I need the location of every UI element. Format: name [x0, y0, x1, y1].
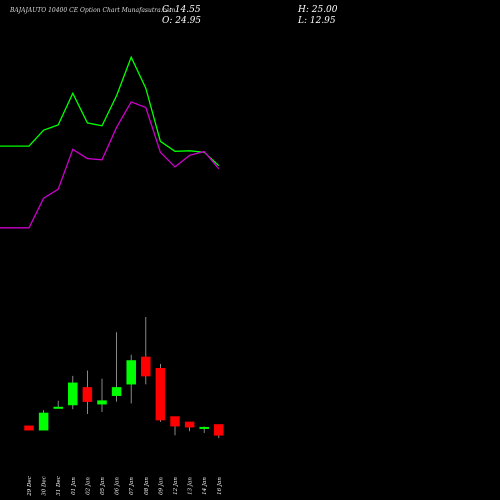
candle-08-jan	[141, 317, 151, 385]
x-tick-label: 06 Jan	[115, 477, 121, 495]
upper-band-line	[0, 55, 220, 167]
candle-body	[68, 382, 78, 406]
candle-07-jan	[126, 354, 136, 404]
x-tick-label: 31 Dec	[56, 476, 62, 496]
x-tick-label: 09 Jan	[158, 477, 164, 495]
candle-16-jan	[214, 424, 224, 439]
candle-05-jan	[97, 378, 107, 412]
x-tick-label: 29 Dec	[27, 476, 33, 497]
candle-14-jan	[199, 426, 209, 433]
x-tick-label: 13 Jan	[188, 477, 194, 495]
candle-body	[53, 406, 63, 409]
candle-02-jan	[82, 370, 93, 414]
x-tick-label: 08 Jan	[144, 477, 150, 495]
candle-13-jan	[184, 421, 195, 432]
candle-body	[214, 424, 224, 436]
candle-body	[126, 360, 136, 385]
open-value: O: 24.95	[162, 16, 202, 26]
x-tick-label: 12 Jan	[173, 477, 179, 495]
x-axis-labels: 29 Dec 30 Dec 31 Dec 01 Jan 02 Jan 05 Jan 06 J…	[27, 476, 223, 497]
candle-31-dec	[53, 400, 63, 409]
x-tick-label: 07 Jan	[129, 477, 135, 495]
x-tick-label: 01 Jan	[71, 477, 77, 495]
candle-body	[97, 400, 107, 405]
candle-body	[38, 412, 49, 431]
x-tick-label: 05 Jan	[100, 477, 106, 495]
x-tick-label: 14 Jan	[202, 477, 208, 495]
candle-body	[155, 368, 166, 421]
high-value: H: 25.00	[298, 5, 338, 15]
x-tick-label: 30 Dec	[42, 476, 48, 496]
candle-body	[199, 426, 209, 429]
candle-09-jan	[155, 363, 166, 422]
candle-12-jan	[170, 416, 180, 436]
x-tick-label: 16 Jan	[217, 477, 223, 495]
candle-06-jan	[111, 332, 122, 402]
close-value: C: 14.55	[162, 5, 201, 15]
candle-body	[24, 425, 34, 431]
candle-30-dec	[38, 410, 49, 431]
x-tick-label: 02 Jan	[85, 477, 91, 495]
lower-band-line	[0, 101, 220, 229]
candle-01-jan	[68, 375, 78, 410]
chart-title: BAJAJAUTO 10400 CE Option Chart Munafasu…	[10, 7, 176, 14]
candle-body	[170, 416, 180, 427]
indicator-bands	[0, 55, 220, 229]
candle-body	[184, 421, 195, 428]
low-value: L: 12.95	[298, 16, 336, 26]
candles	[24, 317, 224, 439]
candle-29-dec	[24, 425, 34, 431]
candle-body	[111, 387, 122, 396]
candle-body	[82, 387, 93, 402]
candle-body	[141, 356, 151, 377]
